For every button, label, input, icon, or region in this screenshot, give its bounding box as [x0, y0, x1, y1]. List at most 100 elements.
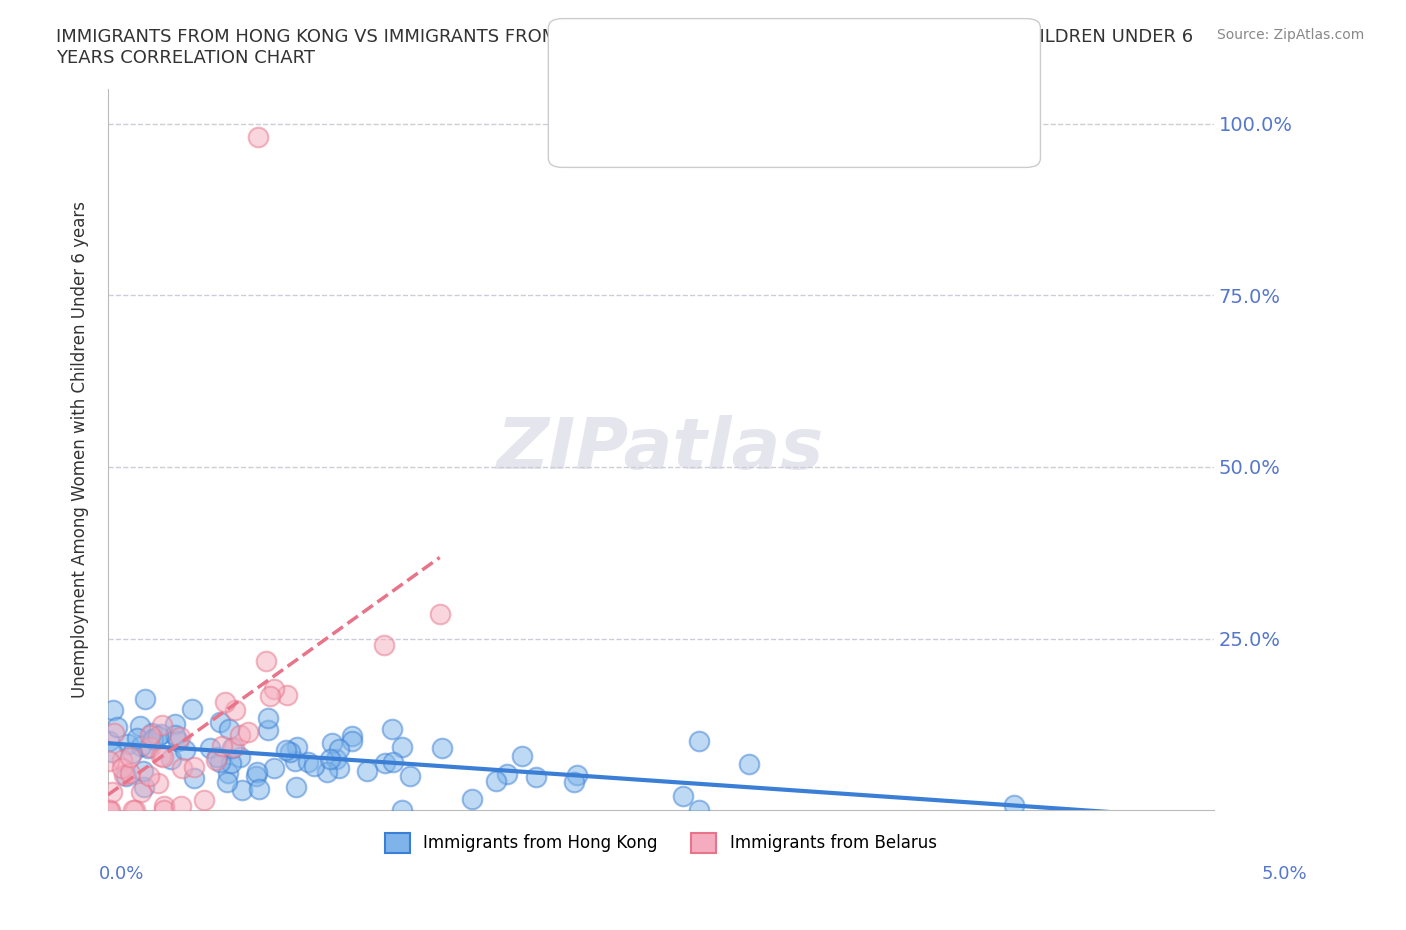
Point [325, 751, 347, 766]
Point [302, 758, 325, 773]
Point [153, 803, 176, 817]
Point [374, 755, 396, 770]
Point [152, 750, 174, 764]
Point [208, 715, 231, 730]
Point [391, 803, 413, 817]
Point [117, 737, 139, 751]
Point [139, 739, 162, 754]
Text: ZIPatlas: ZIPatlas [498, 416, 824, 485]
Point [221, 740, 243, 755]
Point [285, 739, 308, 754]
Point [737, 757, 759, 772]
Y-axis label: Unemployment Among Women with Children Under 6 years: Unemployment Among Women with Children U… [72, 201, 89, 698]
Point [340, 734, 363, 749]
Point [247, 781, 270, 796]
Point [496, 766, 519, 781]
Point [120, 765, 142, 780]
Point [142, 732, 165, 747]
Point [131, 785, 153, 800]
Point [129, 718, 152, 733]
Point [321, 736, 343, 751]
Point [229, 750, 252, 764]
Point [121, 746, 143, 761]
Point [461, 792, 484, 807]
Point [284, 753, 307, 768]
Point [257, 723, 280, 737]
Point [98, 803, 121, 817]
Point [101, 744, 124, 759]
Point [141, 725, 163, 740]
Point [688, 733, 710, 748]
Point [150, 749, 173, 764]
Point [257, 711, 280, 725]
Point [103, 725, 125, 740]
Point [284, 779, 307, 794]
Point [125, 730, 148, 745]
Point [180, 701, 202, 716]
Point [138, 768, 160, 783]
Point [111, 752, 134, 767]
Point [328, 761, 350, 776]
Point [134, 692, 156, 707]
Point [328, 742, 350, 757]
Point [101, 702, 124, 717]
Point [429, 606, 451, 621]
Point [129, 738, 152, 753]
Point [122, 803, 145, 817]
Point [211, 738, 233, 753]
Point [111, 760, 134, 775]
Point [120, 750, 142, 764]
Point [315, 765, 337, 780]
Point [278, 745, 301, 760]
Point [214, 694, 236, 709]
Text: IMMIGRANTS FROM HONG KONG VS IMMIGRANTS FROM BELARUS UNEMPLOYMENT AMONG WOMEN WI: IMMIGRANTS FROM HONG KONG VS IMMIGRANTS … [56, 28, 1194, 67]
Point [215, 775, 238, 790]
Point [276, 688, 298, 703]
Point [218, 722, 240, 737]
Point [153, 799, 176, 814]
Point [1002, 797, 1025, 812]
Point [183, 760, 205, 775]
Point [217, 765, 239, 780]
Point [173, 743, 195, 758]
Point [274, 743, 297, 758]
Point [97, 753, 120, 768]
Point [567, 768, 589, 783]
Point [200, 740, 222, 755]
Point [263, 682, 285, 697]
Point [254, 654, 277, 669]
Point [208, 754, 231, 769]
Point [124, 803, 146, 817]
Point [131, 764, 153, 778]
Point [247, 130, 270, 145]
Point [172, 761, 194, 776]
Point [263, 760, 285, 775]
Point [430, 741, 453, 756]
Point [246, 764, 269, 779]
Point [245, 768, 267, 783]
Point [356, 764, 378, 778]
Point [97, 803, 120, 817]
Point [112, 767, 135, 782]
Point [132, 779, 155, 794]
Point [183, 771, 205, 786]
Point [398, 768, 420, 783]
Point [236, 724, 259, 739]
Point [485, 773, 508, 788]
Point [159, 752, 181, 767]
Point [229, 728, 252, 743]
Point [382, 755, 405, 770]
Point [205, 753, 228, 768]
Point [373, 638, 395, 653]
Point [342, 728, 364, 743]
Point [146, 729, 169, 744]
Point [224, 702, 246, 717]
Point [318, 751, 340, 766]
Point [165, 717, 187, 732]
Point [139, 727, 162, 742]
Point [149, 727, 172, 742]
Point [381, 722, 404, 737]
Point [193, 792, 215, 807]
Point [205, 750, 228, 764]
Point [100, 784, 122, 799]
